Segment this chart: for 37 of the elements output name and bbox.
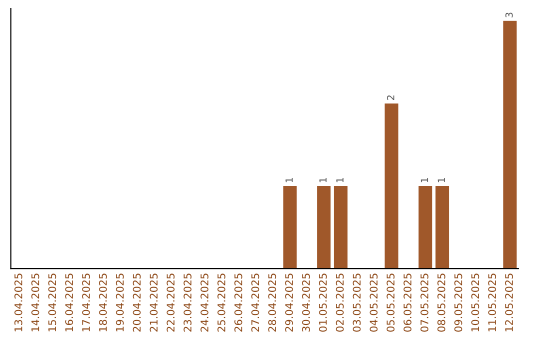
x-tick-label: 28.04.2025 <box>268 274 276 332</box>
x-tick-label: 01.05.2025 <box>318 274 327 332</box>
x-tick-label: 19.04.2025 <box>116 274 124 332</box>
x-tick-label: 26.04.2025 <box>234 274 242 332</box>
x-tick-label: 21.04.2025 <box>150 274 158 332</box>
x-tick-label: 04.05.2025 <box>370 274 378 332</box>
x-tick-label: 13.04.2025 <box>14 274 22 332</box>
x-tick-label: 05.05.2025 <box>386 274 395 332</box>
x-tick-label: 24.04.2025 <box>200 274 208 332</box>
x-tick-label: 07.05.2025 <box>420 274 428 332</box>
x-tick-label: 23.04.2025 <box>184 274 192 332</box>
data-label: 2 <box>386 95 394 100</box>
x-tick-label: 18.04.2025 <box>99 274 107 332</box>
x-tick-label: 30.04.2025 <box>302 274 310 332</box>
x-tick-label: 14.04.2025 <box>31 274 40 332</box>
x-tick-label: 03.05.2025 <box>352 274 361 332</box>
data-label: 1 <box>286 178 293 182</box>
data-label: 1 <box>336 178 344 182</box>
data-label: 1 <box>438 178 445 182</box>
x-tick-label: 15.04.2025 <box>48 274 56 332</box>
x-tick-label: 20.04.2025 <box>132 274 141 332</box>
x-tick-label: 08.05.2025 <box>437 274 446 332</box>
x-tick-label: 11.05.2025 <box>488 274 496 332</box>
x-tick-label: 22.04.2025 <box>166 274 175 332</box>
data-label: 3 <box>505 12 513 18</box>
x-tick-label: 02.05.2025 <box>336 274 344 332</box>
x-tick-label: 09.05.2025 <box>454 274 462 332</box>
x-tick-label: 25.04.2025 <box>217 274 226 332</box>
x-tick-label: 06.05.2025 <box>404 274 412 332</box>
x-tick-label: 27.04.2025 <box>251 274 260 332</box>
x-tick-label: 12.05.2025 <box>505 274 513 332</box>
x-tick-label: 10.05.2025 <box>471 274 480 332</box>
x-tick-label: 17.04.2025 <box>82 274 90 332</box>
x-tick-label: 29.04.2025 <box>285 274 293 332</box>
data-label: 1 <box>319 178 327 182</box>
data-label: 1 <box>420 178 428 182</box>
x-tick-label: 16.04.2025 <box>65 274 74 332</box>
